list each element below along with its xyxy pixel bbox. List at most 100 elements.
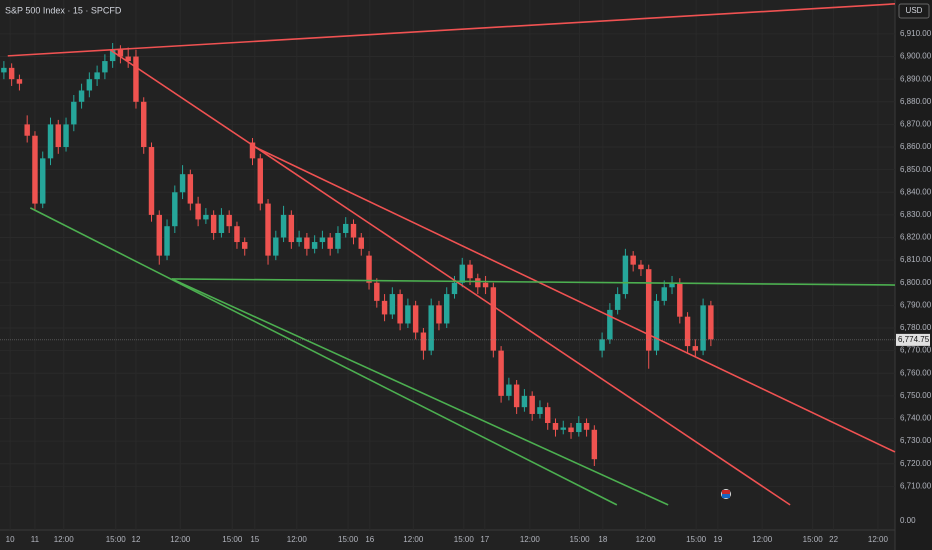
candle-body <box>428 305 434 351</box>
candle-body <box>164 226 170 256</box>
candle-body <box>490 287 497 351</box>
candle-body <box>156 214 162 256</box>
y-tick-label: 6,710.00 <box>900 481 932 490</box>
candle-body <box>607 309 613 340</box>
candle-body <box>125 56 131 62</box>
y-tick-label: 6,820.00 <box>900 233 932 242</box>
candle-body <box>203 214 209 220</box>
y-tick-label: 6,860.00 <box>900 142 932 151</box>
candle-body <box>560 427 566 430</box>
candle-body <box>195 203 201 220</box>
candle-body <box>420 332 427 351</box>
x-tick-label: 15:00 <box>686 535 707 544</box>
candle-body <box>94 72 100 80</box>
candle-body <box>708 305 714 340</box>
y-tick-label: 6,870.00 <box>900 120 932 129</box>
candle-body <box>109 49 116 62</box>
candle-body <box>389 294 396 315</box>
candle-body <box>288 214 295 243</box>
x-tick-label: 15:00 <box>106 535 127 544</box>
y-tick-label: 6,810.00 <box>900 255 932 264</box>
y-tick-label: 6,880.00 <box>900 97 932 106</box>
price-scale <box>895 0 932 550</box>
candle-body <box>257 158 263 204</box>
candle-body <box>436 305 442 324</box>
candle-body <box>63 124 69 148</box>
x-tick-label: 22 <box>829 535 838 544</box>
candle-body <box>47 124 54 159</box>
candle-body <box>40 158 46 204</box>
candle-body <box>591 429 598 460</box>
x-tick-label: 12:00 <box>403 535 424 544</box>
x-tick-label: 16 <box>365 535 374 544</box>
x-tick-label: 12:00 <box>287 535 308 544</box>
candle-body <box>576 423 582 433</box>
y-tick-label: 6,840.00 <box>900 187 932 196</box>
x-tick-label: 12:00 <box>636 535 657 544</box>
candle-body <box>327 237 333 249</box>
candle-body <box>599 339 605 351</box>
candle-body <box>249 142 256 159</box>
candle-body <box>498 350 504 396</box>
y-tick-label: 6,780.00 <box>900 323 932 332</box>
candle-body <box>179 174 186 193</box>
candle-body <box>148 147 155 215</box>
x-tick-label: 12:00 <box>170 535 191 544</box>
trendline <box>29 207 618 506</box>
candle-body <box>700 305 706 351</box>
candle-body <box>210 214 217 233</box>
x-tick-label: 18 <box>598 535 607 544</box>
candle-body <box>265 203 271 256</box>
y-tick-label: 6,830.00 <box>900 210 932 219</box>
candle-body <box>583 423 590 430</box>
candle-body <box>172 192 178 227</box>
candle-body <box>568 427 574 433</box>
x-tick-label: 19 <box>713 535 722 544</box>
y-tick-label: 6,910.00 <box>900 29 932 38</box>
candle-body <box>622 255 629 295</box>
candle-body <box>218 214 225 233</box>
candle-body <box>537 407 543 414</box>
candle-body <box>311 242 318 249</box>
candle-body <box>16 79 23 84</box>
trendline <box>171 278 896 286</box>
candle-body <box>646 269 652 351</box>
x-tick-label: 15 <box>250 535 259 544</box>
candle-body <box>304 237 310 249</box>
x-tick-label: 12:00 <box>520 535 541 544</box>
marks <box>0 3 896 506</box>
y-tick-label: 6,790.00 <box>900 300 932 309</box>
candle-body <box>234 226 240 243</box>
chart-title: S&P 500 Index · 15 · SPCFD <box>5 5 122 15</box>
candle-body <box>32 135 38 204</box>
x-tick-label: 15:00 <box>338 535 359 544</box>
candle-body <box>226 214 232 227</box>
x-tick-label: 11 <box>31 535 40 544</box>
y-tick-label: 6,720.00 <box>900 459 932 468</box>
candle-body <box>78 90 85 102</box>
candle-body <box>513 384 520 408</box>
x-tick-label: 15:00 <box>222 535 243 544</box>
candle-body <box>669 282 675 288</box>
candle-body <box>280 214 287 238</box>
candle-body <box>1 67 7 73</box>
candle-body <box>8 67 15 80</box>
candle-body <box>343 223 349 233</box>
trendline <box>171 278 669 506</box>
y-tick-label: 6,740.00 <box>900 414 932 423</box>
last-price-box <box>896 333 930 346</box>
x-tick-label: 17 <box>480 535 489 544</box>
trendline <box>7 3 896 57</box>
candle-body <box>335 232 341 249</box>
candle-body <box>117 49 124 57</box>
candle-body <box>545 407 551 424</box>
candle-body <box>24 124 30 136</box>
x-tick-label: 12 <box>132 535 141 544</box>
candle-body <box>451 282 458 295</box>
currency-box <box>898 3 930 19</box>
x-tick-label: 15:00 <box>803 535 824 544</box>
x-tick-label: 12:00 <box>54 535 75 544</box>
candle-body <box>358 237 364 249</box>
